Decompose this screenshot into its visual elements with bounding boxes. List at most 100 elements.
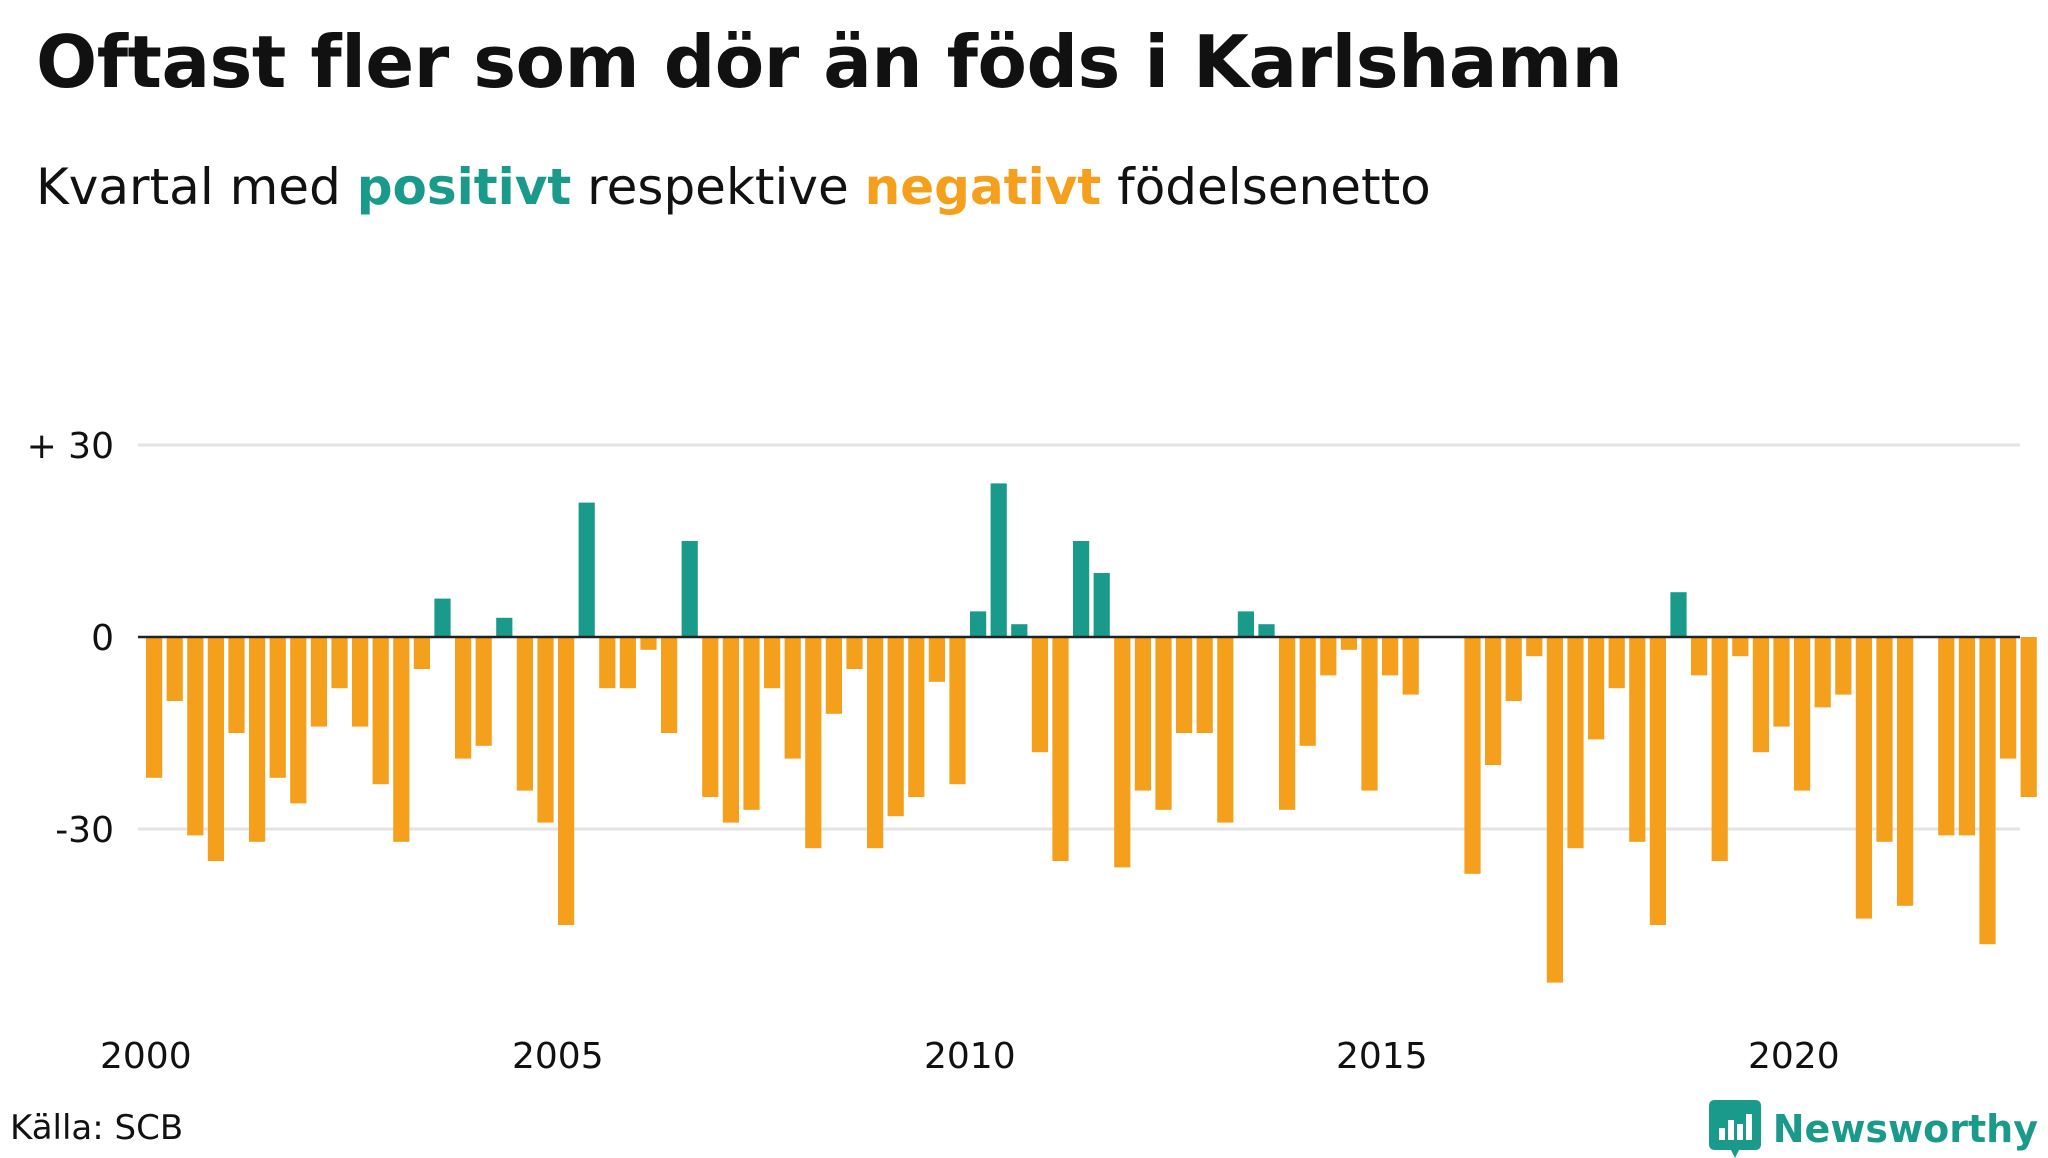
bar	[393, 637, 410, 842]
bar	[1073, 541, 1090, 637]
bar	[455, 637, 472, 759]
x-tick-label: 2010	[924, 1036, 1016, 1077]
bar	[1588, 637, 1605, 740]
bar	[681, 541, 698, 637]
bar	[475, 637, 492, 746]
bar	[784, 637, 801, 759]
bar	[207, 637, 224, 861]
bar	[1176, 637, 1193, 733]
bar	[702, 637, 719, 797]
bar	[516, 637, 533, 791]
bar	[1979, 637, 1996, 945]
subtitle-positive-highlight: positivt	[356, 158, 572, 216]
x-tick-label: 2005	[512, 1036, 604, 1077]
y-tick-label: + 30	[27, 426, 114, 467]
source-note: Källa: SCB	[10, 1108, 184, 1148]
x-tick-label: 2015	[1336, 1036, 1428, 1077]
bar	[1711, 637, 1728, 861]
bar	[1794, 637, 1811, 791]
bar	[1505, 637, 1522, 701]
bar	[1629, 637, 1646, 842]
bar	[1382, 637, 1399, 676]
bar	[908, 637, 925, 797]
bar	[496, 617, 513, 637]
bar	[867, 637, 884, 849]
bar	[1649, 637, 1666, 925]
bar	[928, 637, 945, 682]
bar	[743, 637, 760, 810]
bar	[413, 637, 430, 669]
bar	[825, 637, 842, 714]
bar	[1299, 637, 1316, 746]
bar	[1567, 637, 1584, 849]
bar	[1134, 637, 1151, 791]
bar	[2000, 637, 2017, 759]
bar	[1814, 637, 1831, 708]
chart-title: Oftast fler som dör än föds i Karlshamn	[36, 20, 1623, 104]
brand-name: Newsworthy	[1772, 1107, 2038, 1151]
y-tick-label: 0	[91, 618, 114, 659]
bar	[310, 637, 327, 727]
bar	[1835, 637, 1852, 695]
bar	[558, 637, 575, 925]
bar	[1237, 611, 1254, 637]
bar	[846, 637, 863, 669]
axes: + 30 0 -30 2000 2005 2010 2015 2020	[27, 426, 2020, 1077]
bar	[1155, 637, 1172, 810]
bar	[1279, 637, 1296, 810]
bar	[269, 637, 286, 778]
subtitle-negative-highlight: negativt	[864, 158, 1102, 216]
bar	[166, 637, 183, 701]
bar	[1938, 637, 1955, 836]
bar	[1052, 637, 1069, 861]
chart-subtitle: Kvartal med positivt respektive negativt…	[36, 158, 1431, 216]
bar	[187, 637, 204, 836]
bar	[949, 637, 966, 785]
x-tick-label: 2000	[100, 1036, 192, 1077]
brand: Newsworthy	[1708, 1100, 2038, 1158]
bar	[1361, 637, 1378, 791]
bar	[1670, 592, 1687, 637]
bar	[1485, 637, 1502, 765]
bar	[352, 637, 369, 727]
grid-lines	[138, 443, 2020, 831]
bar	[722, 637, 739, 823]
bar	[1402, 637, 1419, 695]
bar	[1691, 637, 1708, 676]
bar	[1464, 637, 1481, 874]
bar	[1114, 637, 1131, 868]
subtitle-middle: respektive	[571, 158, 865, 216]
bar	[1526, 637, 1543, 657]
y-tick-label: -30	[55, 810, 114, 851]
bar	[537, 637, 554, 823]
bar	[1608, 637, 1625, 689]
bar	[887, 637, 904, 817]
bar	[1546, 637, 1563, 983]
newsworthy-logo-icon	[1708, 1100, 1761, 1158]
bar	[640, 637, 657, 650]
bar	[434, 598, 451, 637]
bar	[990, 483, 1007, 637]
bar	[599, 637, 616, 689]
bar	[1196, 637, 1213, 733]
bar	[661, 637, 678, 733]
bar-chart: + 30 0 -30 2000 2005 2010 2015 2020	[27, 426, 2037, 1077]
x-tick-label: 2020	[1748, 1036, 1840, 1077]
bars	[146, 483, 2037, 983]
subtitle-start: Kvartal med	[36, 158, 357, 216]
bar	[331, 637, 348, 689]
bar	[619, 637, 636, 689]
bar	[1340, 637, 1357, 650]
bar	[1217, 637, 1234, 823]
bar	[805, 637, 822, 849]
bar	[2020, 637, 2037, 797]
bar	[1876, 637, 1893, 842]
bar	[1093, 573, 1110, 637]
bar	[146, 637, 163, 778]
bar	[228, 637, 245, 733]
bar	[970, 611, 987, 637]
bar	[1897, 637, 1914, 906]
bar	[578, 502, 595, 637]
subtitle-end: födelsenetto	[1101, 158, 1431, 216]
bar	[249, 637, 266, 842]
